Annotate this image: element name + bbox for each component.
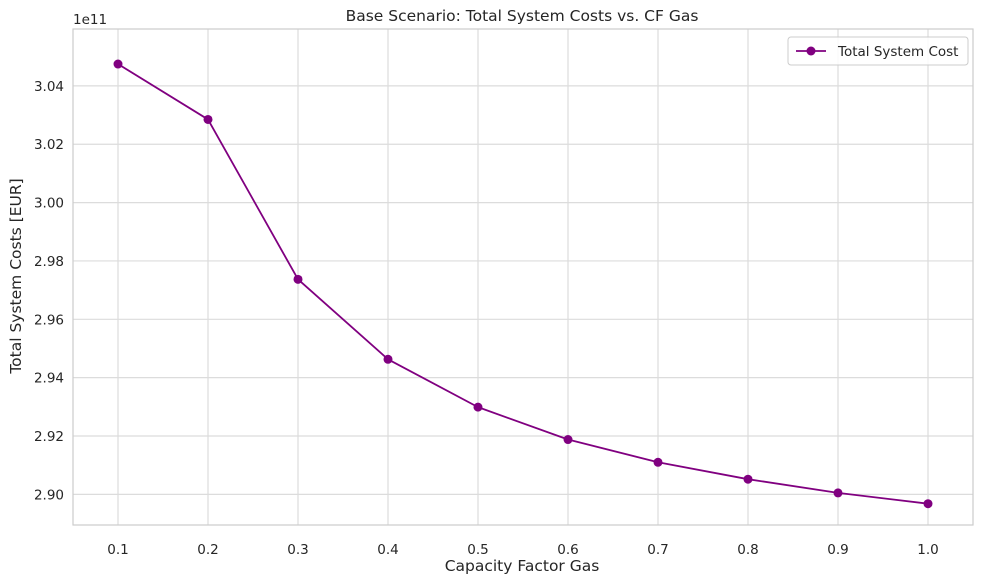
data-point [563, 435, 573, 445]
x-tick-label: 0.4 [377, 542, 398, 558]
data-point [473, 402, 483, 412]
grid [73, 29, 973, 525]
y-tick-label: 3.00 [34, 196, 64, 212]
x-tick-label: 0.2 [197, 542, 218, 558]
legend-dot-marker [806, 46, 816, 56]
data-point [653, 457, 663, 467]
x-tick-label: 1.0 [917, 542, 938, 558]
y-tick-label: 3.02 [34, 137, 64, 153]
y-axis-label: Total System Costs [EUR] [7, 178, 25, 374]
legend-box [787, 36, 969, 66]
plot-frame [72, 28, 974, 526]
x-tick-label: 0.6 [557, 542, 578, 558]
y-tick-label: 2.96 [34, 312, 64, 328]
data-point [113, 59, 123, 69]
y-offset-label: 1e11 [73, 12, 107, 28]
series-line [117, 63, 929, 505]
x-axis-ticks: 0.1 0.2 0.3 0.4 0.5 0.6 0.7 0.8 0.9 1.0 [107, 542, 938, 558]
x-tick-label: 0.8 [737, 542, 758, 558]
x-tick-label: 0.5 [467, 542, 488, 558]
y-tick-label: 3.04 [34, 79, 64, 95]
series-layer [113, 59, 933, 509]
x-tick-label: 0.1 [107, 542, 128, 558]
x-tick-label: 0.7 [647, 542, 668, 558]
data-point [743, 474, 753, 484]
x-axis-label: Capacity Factor Gas [445, 557, 600, 575]
data-point [383, 354, 393, 364]
x-tick-label: 0.3 [287, 542, 308, 558]
y-tick-label: 2.98 [34, 254, 64, 270]
chart-title: Base Scenario: Total System Costs vs. CF… [346, 7, 699, 25]
data-point [833, 488, 843, 498]
y-axis-ticks: 2.90 2.92 2.94 2.96 2.98 3.00 3.02 3.04 [34, 79, 64, 503]
y-tick-label: 2.90 [34, 487, 64, 503]
data-point [923, 499, 933, 509]
legend: Total System Cost [787, 36, 969, 66]
x-tick-label: 0.9 [827, 542, 848, 558]
y-tick-label: 2.92 [34, 429, 64, 445]
data-point [293, 274, 303, 284]
y-tick-label: 2.94 [34, 371, 64, 387]
data-point [203, 114, 213, 124]
legend-label: Total System Cost [837, 44, 958, 60]
